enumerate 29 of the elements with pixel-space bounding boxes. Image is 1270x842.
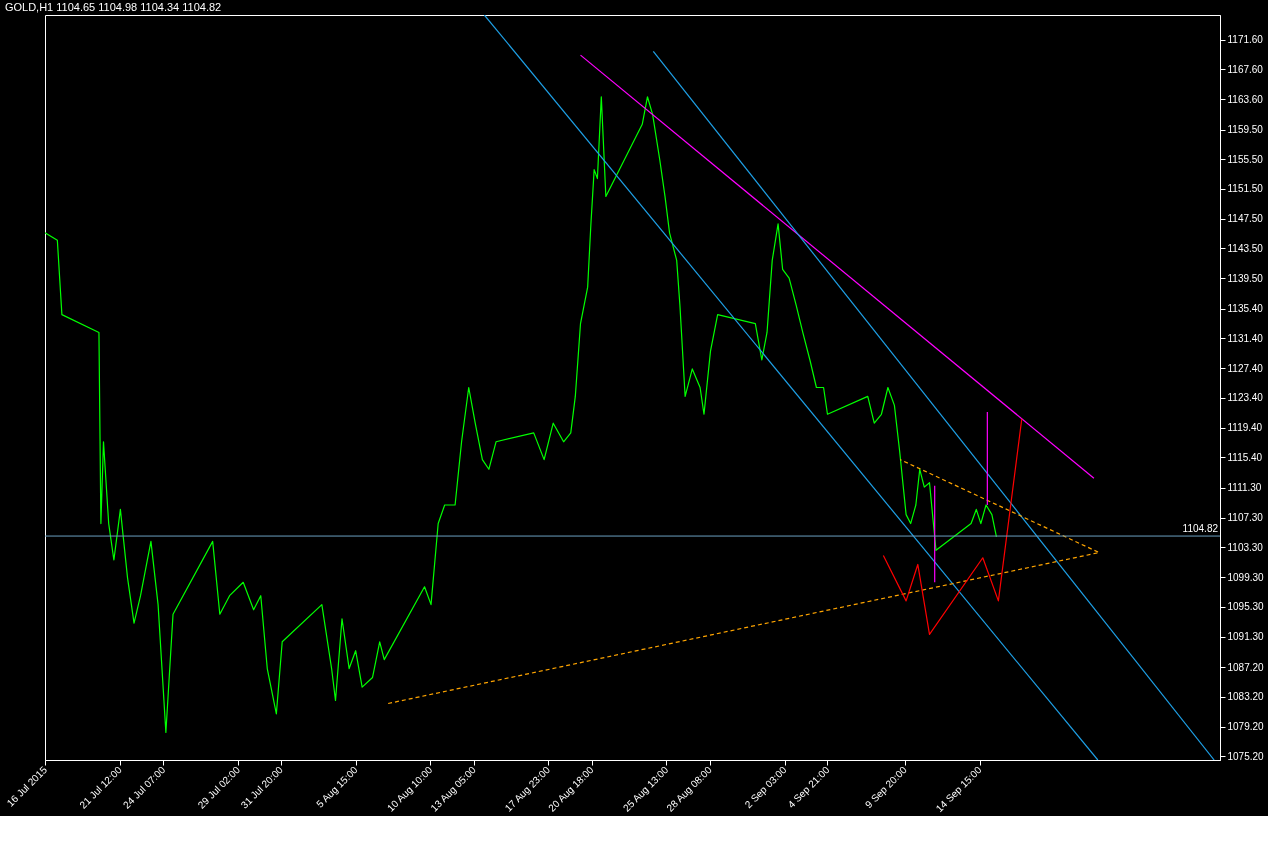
y-tick-label: 1123.40: [1227, 392, 1264, 404]
y-tick-label: 1103.30: [1227, 541, 1264, 553]
y-tick-label: 1075.20: [1227, 750, 1265, 762]
y-tick-label: 1119.40: [1227, 422, 1263, 434]
y-tick-label: 1131.40: [1227, 332, 1264, 344]
y-tick-label: 1139.50: [1227, 272, 1264, 284]
y-tick-label: 1147.50: [1227, 213, 1264, 225]
y-tick-label: 1171.60: [1227, 34, 1264, 46]
y-tick-label: 1095.30: [1227, 601, 1265, 613]
y-tick-label: 1151.50: [1227, 183, 1264, 195]
y-tick-label: 1111.30: [1227, 482, 1262, 494]
line-series: [882, 418, 1023, 635]
y-tick-label: 1135.40: [1227, 303, 1264, 315]
y-tick-label: 1079.20: [1227, 721, 1265, 733]
y-tick-label: 1159.50: [1227, 124, 1264, 135]
y-tick-label: 1115.40: [1227, 451, 1263, 463]
y-tick-label: 1087.20: [1227, 661, 1265, 673]
chart-title: GOLD,H1 1104.65 1104.98 1104.34 1104.82: [4, 1, 222, 13]
line-series: [45, 96, 998, 734]
y-tick-label: 1167.60: [1227, 63, 1264, 75]
y-tick-label: 1099.30: [1227, 571, 1265, 583]
y-tick-label: 1143.50: [1227, 242, 1264, 254]
y-tick-label: 1163.60: [1227, 93, 1264, 105]
y-tick-label: 1107.30: [1227, 512, 1264, 524]
y-tick-label: 1091.30: [1227, 631, 1265, 643]
y-tick-label: 1155.50: [1227, 153, 1264, 165]
ref-line-label: 1104.82: [1182, 523, 1219, 535]
y-tick-label: 1083.20: [1227, 691, 1265, 703]
y-tick-label: 1127.40: [1227, 362, 1264, 374]
